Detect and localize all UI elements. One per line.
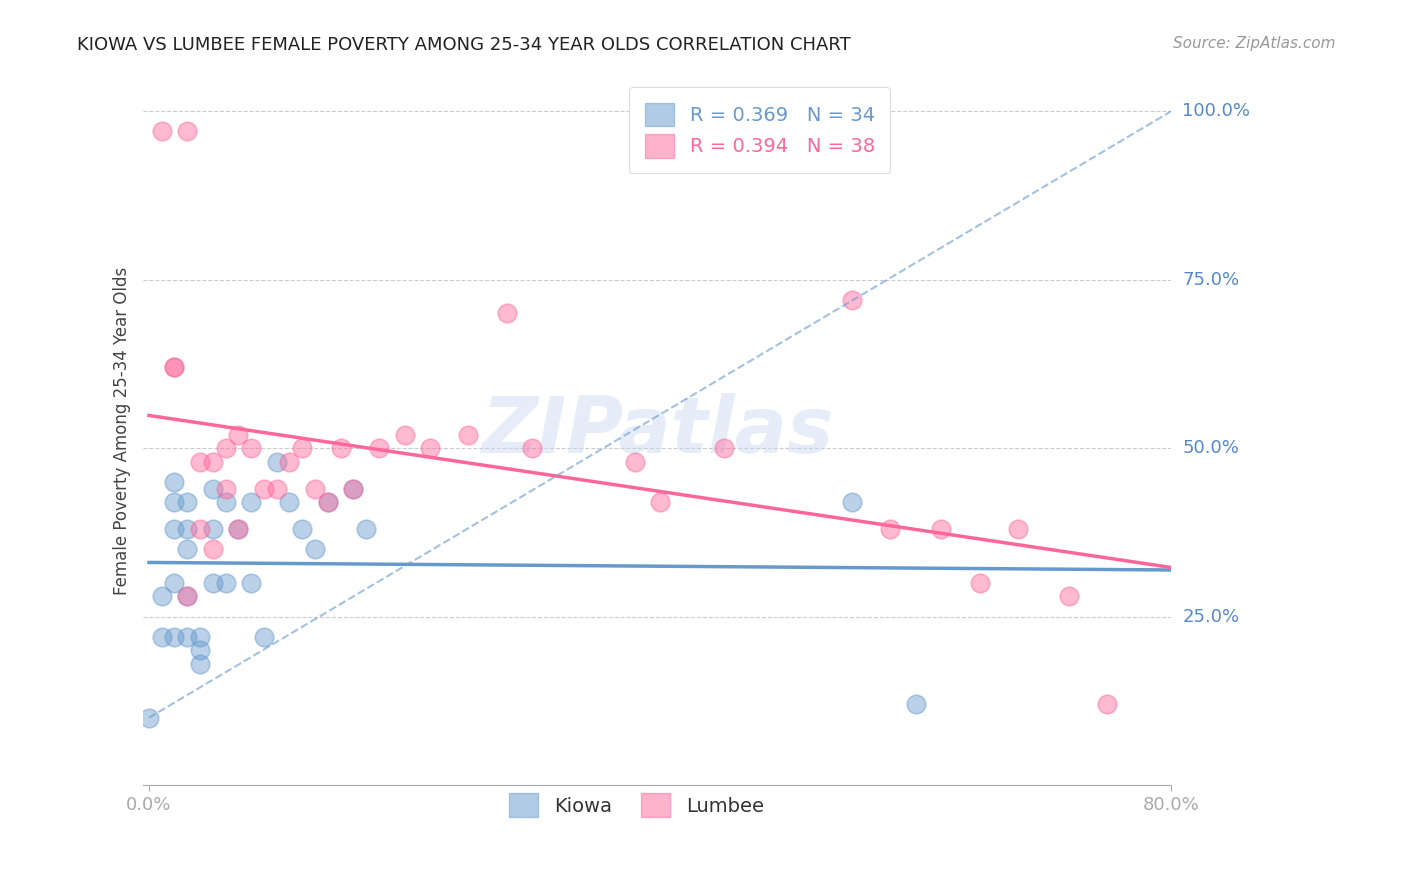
- Point: [214, 576, 236, 591]
- Point: [176, 124, 198, 138]
- Point: [648, 495, 671, 509]
- Point: [623, 455, 645, 469]
- Text: KIOWA VS LUMBEE FEMALE POVERTY AMONG 25-34 YEAR OLDS CORRELATION CHART: KIOWA VS LUMBEE FEMALE POVERTY AMONG 25-…: [77, 36, 851, 54]
- Point: [240, 495, 263, 509]
- Text: 50.0%: 50.0%: [1182, 439, 1239, 457]
- Point: [228, 522, 250, 536]
- Point: [316, 495, 339, 509]
- Point: [214, 441, 236, 455]
- Point: [176, 522, 198, 536]
- Point: [240, 576, 263, 591]
- Point: [316, 495, 339, 509]
- Point: [201, 455, 224, 469]
- Point: [419, 441, 441, 455]
- Point: [163, 495, 186, 509]
- Point: [163, 576, 186, 591]
- Point: [879, 522, 901, 536]
- Point: [841, 495, 863, 509]
- Point: [176, 590, 198, 604]
- Point: [201, 482, 224, 496]
- Point: [342, 482, 364, 496]
- Text: 100.0%: 100.0%: [1182, 103, 1250, 120]
- Point: [176, 542, 198, 557]
- Point: [457, 427, 479, 442]
- Point: [163, 360, 186, 375]
- Point: [176, 495, 198, 509]
- Point: [278, 455, 301, 469]
- Point: [266, 482, 288, 496]
- Point: [214, 495, 236, 509]
- Point: [150, 590, 173, 604]
- Point: [1007, 522, 1029, 536]
- Point: [266, 455, 288, 469]
- Point: [188, 643, 211, 657]
- Point: [201, 522, 224, 536]
- Point: [904, 698, 927, 712]
- Point: [1057, 590, 1080, 604]
- Point: [201, 576, 224, 591]
- Point: [214, 482, 236, 496]
- Text: ZIPatlas: ZIPatlas: [481, 393, 832, 469]
- Point: [291, 522, 314, 536]
- Text: 25.0%: 25.0%: [1182, 607, 1240, 625]
- Point: [329, 441, 352, 455]
- Point: [228, 427, 250, 442]
- Point: [163, 360, 186, 375]
- Point: [291, 441, 314, 455]
- Point: [253, 630, 276, 644]
- Point: [188, 630, 211, 644]
- Point: [150, 124, 173, 138]
- Point: [188, 455, 211, 469]
- Point: [354, 522, 377, 536]
- Text: 75.0%: 75.0%: [1182, 270, 1240, 289]
- Legend: Kiowa, Lumbee: Kiowa, Lumbee: [502, 786, 772, 825]
- Point: [368, 441, 391, 455]
- Point: [176, 630, 198, 644]
- Point: [969, 576, 991, 591]
- Point: [150, 630, 173, 644]
- Point: [342, 482, 364, 496]
- Point: [841, 293, 863, 307]
- Point: [176, 590, 198, 604]
- Point: [201, 542, 224, 557]
- Point: [278, 495, 301, 509]
- Point: [929, 522, 952, 536]
- Point: [163, 522, 186, 536]
- Point: [163, 630, 186, 644]
- Point: [163, 475, 186, 489]
- Point: [522, 441, 544, 455]
- Point: [240, 441, 263, 455]
- Text: Source: ZipAtlas.com: Source: ZipAtlas.com: [1173, 36, 1336, 51]
- Point: [138, 711, 160, 725]
- Point: [713, 441, 735, 455]
- Y-axis label: Female Poverty Among 25-34 Year Olds: Female Poverty Among 25-34 Year Olds: [114, 268, 131, 595]
- Point: [228, 522, 250, 536]
- Point: [394, 427, 416, 442]
- Point: [253, 482, 276, 496]
- Point: [188, 522, 211, 536]
- Point: [188, 657, 211, 671]
- Point: [495, 306, 517, 320]
- Point: [1097, 698, 1119, 712]
- Point: [304, 482, 326, 496]
- Point: [304, 542, 326, 557]
